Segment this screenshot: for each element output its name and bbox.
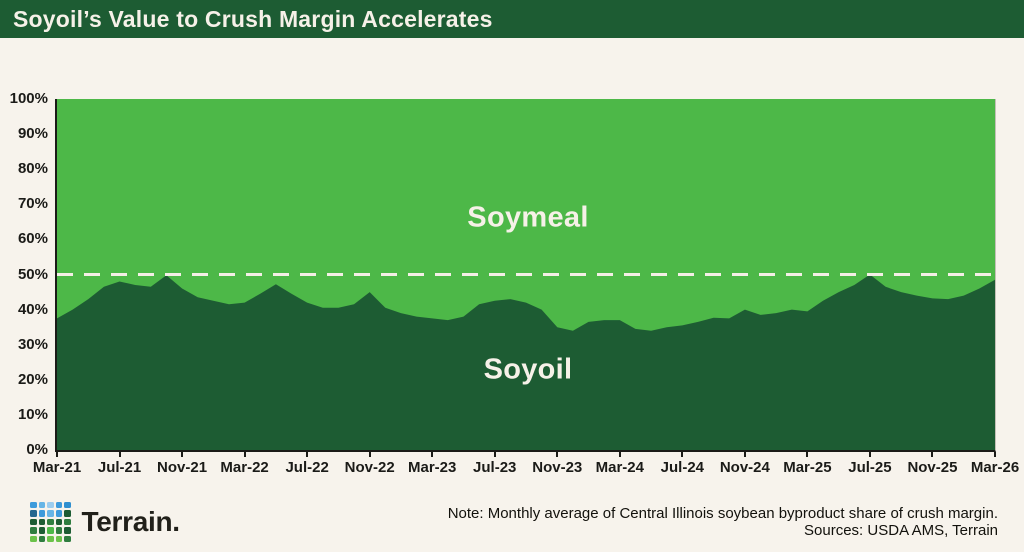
- x-axis-label: Jul-21: [97, 459, 142, 476]
- y-axis-label: 20%: [17, 370, 48, 388]
- brand-name: Terrain.: [81, 506, 181, 537]
- y-axis-label: 90%: [17, 125, 48, 143]
- logo-grid-cell: [64, 510, 71, 517]
- logo-grid-cell: [64, 518, 71, 526]
- x-axis-tick: [868, 452, 871, 457]
- x-axis-label: Jul-24: [660, 459, 705, 476]
- x-axis-tick: [56, 452, 58, 457]
- x-axis-tick: [493, 452, 496, 457]
- x-axis-tick: [118, 452, 121, 457]
- logo-grid-cell: [55, 501, 62, 509]
- logo-grid-cell: [38, 527, 45, 534]
- y-axis-label: 60%: [17, 230, 48, 248]
- note-line: Note: Monthly average of Central Illinoi…: [447, 504, 998, 522]
- x-axis-label: Jul-22: [285, 459, 329, 476]
- terrain-logo-icon: [30, 501, 71, 543]
- x-axis-label: Mar-21: [32, 459, 82, 476]
- x-axis-tick: [681, 452, 684, 457]
- soymeal-area-label: Soymeal: [467, 201, 589, 234]
- x-axis-label: Mar-25: [783, 459, 832, 476]
- logo-grid-cell: [47, 527, 54, 534]
- logo-grid-cell: [38, 510, 45, 517]
- footnotes: Note: Monthly average of Central Illinoi…: [448, 505, 998, 540]
- x-axis-tick: [181, 452, 184, 457]
- x-axis-label: Nov-22: [344, 459, 395, 476]
- x-axis-label: Nov-21: [157, 459, 208, 476]
- logo-grid-cell: [55, 510, 62, 517]
- page-title: Soyoil’s Value to Crush Margin Accelerat…: [13, 5, 493, 32]
- y-axis-label: 40%: [17, 300, 48, 318]
- logo-grid-cell: [38, 535, 45, 543]
- soyoil-area: [57, 274, 995, 450]
- x-axis: Mar-21 Jul-21 Nov-21 Mar-22 Jul-22 Nov-22 Mar-…: [33, 459, 1019, 479]
- logo-grid-cell: [30, 527, 37, 534]
- y-axis-label: 70%: [17, 195, 48, 213]
- x-axis-tick: [368, 452, 371, 457]
- logo-grid-cell: [47, 518, 54, 526]
- footer: Terrain. Note: Monthly average of Centra…: [30, 498, 998, 546]
- y-axis-label: 30%: [17, 335, 48, 353]
- x-axis-label: Jul-23: [473, 459, 517, 476]
- x-axis-label: Mar-23: [408, 459, 457, 476]
- x-axis-label: Nov-25: [907, 459, 958, 476]
- logo-grid-cell: [30, 501, 37, 509]
- title-banner: Soyoil’s Value to Crush Margin Accelerat…: [0, 0, 1024, 38]
- logo-grid-cell: [55, 535, 62, 543]
- logo-grid-cell: [38, 501, 45, 509]
- logo-grid-cell: [30, 518, 37, 526]
- stacked-area-chart: [57, 99, 995, 450]
- terrain-brand: Terrain.: [30, 501, 181, 543]
- x-axis-tick: [431, 452, 434, 457]
- x-axis-label: Mar-26: [970, 459, 1020, 476]
- logo-grid-cell: [47, 501, 54, 509]
- logo-grid-cell: [47, 535, 54, 543]
- y-axis-label: 100%: [9, 90, 48, 107]
- x-axis-tick: [806, 452, 809, 457]
- x-axis-tick: [243, 452, 246, 457]
- plot-area: Soymeal Soyoil: [55, 99, 996, 452]
- logo-grid-cell: [30, 510, 37, 517]
- x-axis-tick: [931, 452, 934, 457]
- y-axis-label: 0%: [26, 441, 48, 458]
- sources-line: Sources: USDA AMS, Terrain: [804, 522, 998, 539]
- y-axis: 0% 10% 20% 30% 40% 50% 60% 70% 80% 90% 100%: [0, 90, 50, 458]
- x-axis-tick: [743, 452, 746, 457]
- x-axis-label: Jul-25: [848, 459, 892, 476]
- x-axis-label: Nov-23: [532, 459, 583, 476]
- soyoil-area-label: Soyoil: [483, 353, 573, 386]
- logo-grid-cell: [38, 518, 45, 526]
- x-axis-label: Nov-24: [719, 459, 770, 476]
- logo-grid-cell: [64, 535, 71, 543]
- x-axis-label: Mar-24: [595, 459, 644, 476]
- logo-grid-cell: [55, 527, 62, 534]
- x-axis-tick: [618, 452, 621, 457]
- logo-grid-cell: [47, 510, 54, 517]
- y-axis-label: 10%: [17, 405, 48, 423]
- x-axis-label: Mar-22: [220, 459, 269, 476]
- x-axis-tick: [994, 452, 996, 457]
- x-axis-tick: [306, 452, 309, 457]
- logo-grid-cell: [55, 518, 62, 526]
- y-axis-label: 50%: [17, 265, 48, 283]
- y-axis-label: 80%: [17, 160, 48, 178]
- logo-grid-cell: [64, 501, 71, 509]
- logo-grid-cell: [30, 535, 37, 543]
- logo-grid-cell: [64, 527, 71, 534]
- x-axis-tick: [556, 452, 559, 457]
